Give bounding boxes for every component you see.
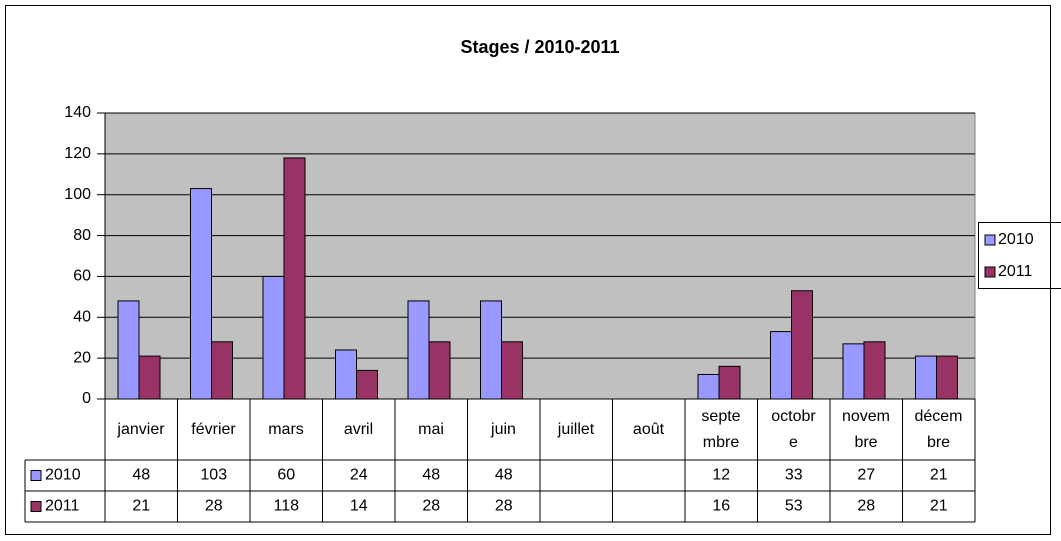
x-tick-label: juin xyxy=(491,420,516,438)
x-label-cell: août xyxy=(613,399,685,460)
table-value: 60 xyxy=(277,467,295,484)
table-value: 28 xyxy=(857,498,875,515)
bar xyxy=(190,188,212,400)
x-label-box: juin xyxy=(468,399,540,460)
chart-title: Stages / 2010-2011 xyxy=(460,37,619,57)
bar xyxy=(211,341,233,400)
x-label-cell: septembre xyxy=(685,399,757,460)
y-tick-label: 20 xyxy=(73,349,91,366)
bar xyxy=(936,355,958,400)
x-tick-label: novembre xyxy=(841,407,891,451)
table-value: 48 xyxy=(422,467,440,484)
x-label-box: septembre xyxy=(685,399,757,460)
bar xyxy=(915,355,937,400)
bar xyxy=(117,300,140,400)
x-label-cell: octobre xyxy=(758,399,830,460)
table-value: 28 xyxy=(495,498,513,515)
y-tick-label: 80 xyxy=(73,227,91,244)
bar xyxy=(791,290,813,400)
bar xyxy=(335,349,357,400)
bar xyxy=(356,369,378,400)
x-label-box: juillet xyxy=(540,399,612,460)
x-label-box: octobre xyxy=(758,399,830,460)
legend-label: 2011 xyxy=(998,263,1033,280)
x-tick-label: mai xyxy=(418,420,444,438)
y-tick-label: 140 xyxy=(64,104,91,121)
legend-label: 2010 xyxy=(998,231,1034,248)
x-label-box: août xyxy=(613,399,685,460)
legend-key xyxy=(984,266,996,278)
y-tick-label: 100 xyxy=(64,186,91,203)
x-tick-label: août xyxy=(632,420,665,438)
bar xyxy=(863,341,886,400)
table-series-name: 2011 xyxy=(45,498,80,515)
x-label-cell: avril xyxy=(323,399,395,460)
table-legend-key xyxy=(30,470,42,481)
table-value: 53 xyxy=(785,498,803,515)
bar xyxy=(718,365,741,400)
y-tick-label: 120 xyxy=(64,145,91,162)
table-value: 14 xyxy=(350,498,368,515)
bar xyxy=(842,343,865,400)
x-label-cell: décembre xyxy=(903,399,975,460)
table-value: 21 xyxy=(132,498,150,515)
table-value: 48 xyxy=(132,467,150,484)
x-label-box: décembre xyxy=(903,399,975,460)
legend-box xyxy=(978,222,1061,289)
x-label-cell: mars xyxy=(250,399,322,460)
x-label-cell: février xyxy=(178,399,250,460)
x-label-cell: novembre xyxy=(830,399,902,460)
table-value: 28 xyxy=(205,498,223,515)
bar xyxy=(283,157,306,400)
x-label-box: janvier xyxy=(105,399,177,460)
x-label-box: avril xyxy=(323,399,395,460)
x-label-box: février xyxy=(178,399,250,460)
table-value: 12 xyxy=(712,467,730,484)
y-tick-label: 0 xyxy=(82,390,91,407)
table-value: 16 xyxy=(712,498,730,515)
legend-key xyxy=(984,234,996,246)
x-label-box: novembre xyxy=(830,399,902,460)
table-value: 24 xyxy=(350,467,368,484)
y-tick-label: 60 xyxy=(73,268,91,285)
x-label-cell: janvier xyxy=(105,399,177,460)
table-value: 28 xyxy=(422,498,440,515)
bar xyxy=(501,341,523,400)
table-value: 118 xyxy=(273,498,299,515)
x-tick-label: juillet xyxy=(557,420,595,438)
bar xyxy=(697,373,720,400)
x-tick-label: octobre xyxy=(771,407,816,451)
x-tick-label: mars xyxy=(268,420,304,438)
x-label-box: mai xyxy=(395,399,467,460)
bar xyxy=(428,341,451,400)
x-label-cell: mai xyxy=(395,399,467,460)
bar xyxy=(407,300,430,400)
x-tick-label: décembre xyxy=(914,407,963,451)
table-value: 21 xyxy=(930,467,948,484)
table-value: 103 xyxy=(200,467,227,484)
x-tick-label: septembre xyxy=(701,407,741,451)
table-legend-key xyxy=(30,501,42,512)
bar xyxy=(770,331,792,400)
x-tick-label: janvier xyxy=(117,420,165,438)
x-label-cell: juin xyxy=(468,399,540,460)
table-value: 21 xyxy=(930,498,948,515)
table-value: 48 xyxy=(495,467,513,484)
table-value: 27 xyxy=(857,467,875,484)
plot-area xyxy=(104,112,976,400)
bar xyxy=(262,275,285,400)
bar xyxy=(480,300,502,400)
x-label-cell: juillet xyxy=(540,399,612,460)
table-value: 33 xyxy=(785,467,803,484)
x-label-box: mars xyxy=(250,399,322,460)
x-tick-label: février xyxy=(191,420,236,438)
table-series-name: 2010 xyxy=(45,467,81,484)
x-tick-label: avril xyxy=(343,420,374,438)
y-tick-label: 40 xyxy=(73,309,91,326)
bar xyxy=(138,355,161,400)
